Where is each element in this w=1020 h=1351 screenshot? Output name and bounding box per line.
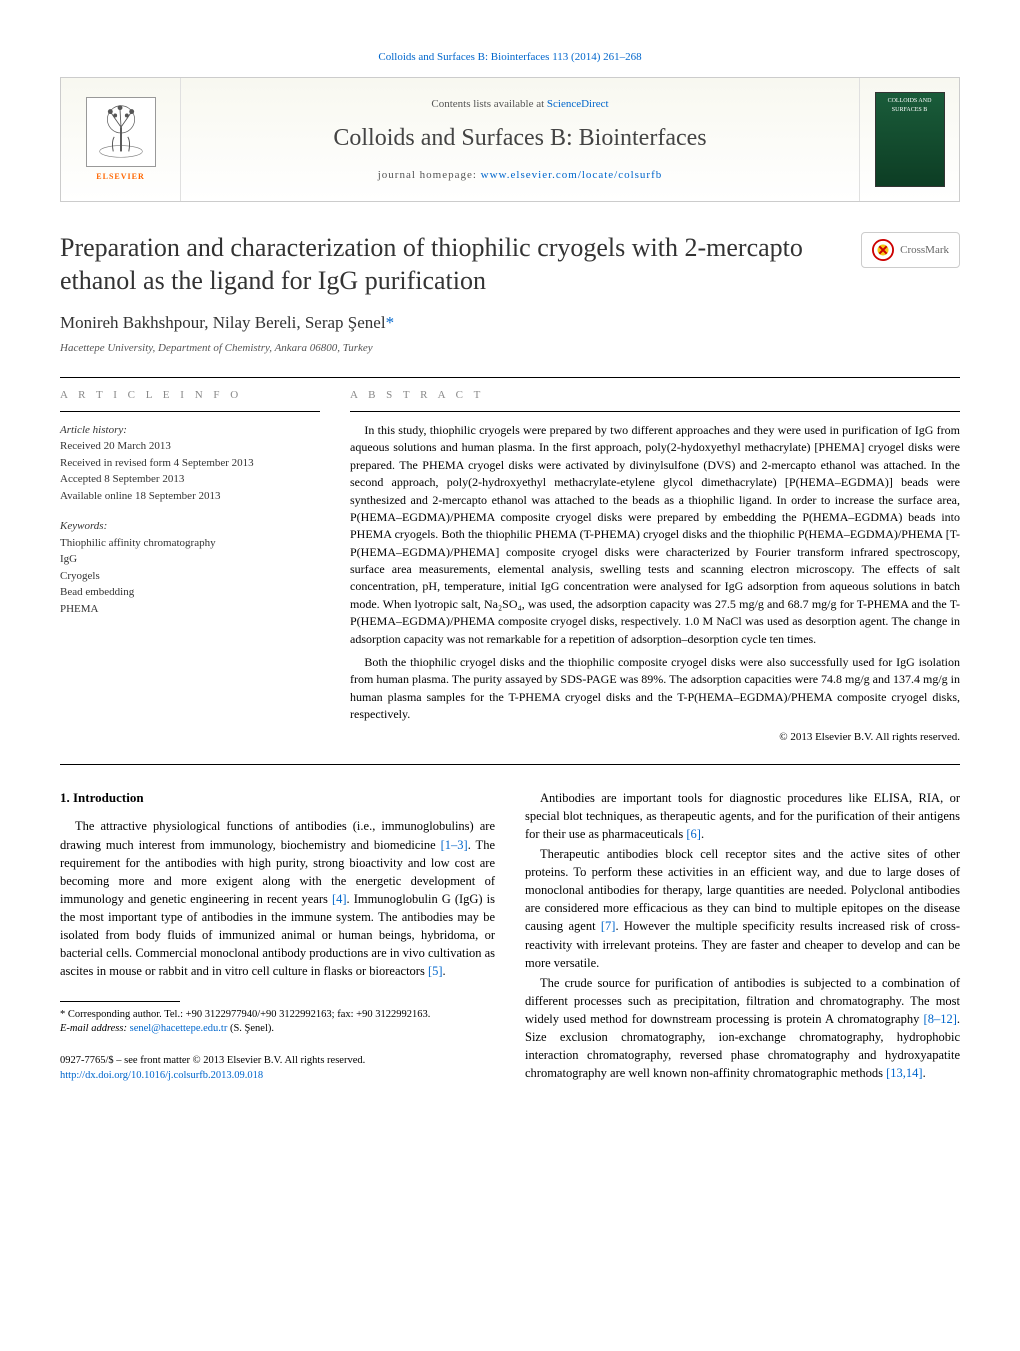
- keyword: Thiophilic affinity chromatography: [60, 535, 320, 552]
- article-title: Preparation and characterization of thio…: [60, 232, 861, 297]
- footnotes: * Corresponding author. Tel.: +90 312297…: [60, 1008, 495, 1037]
- ref-link[interactable]: [1–3]: [441, 838, 468, 852]
- corresponding-author: * Corresponding author. Tel.: +90 312297…: [60, 1008, 495, 1023]
- email-link[interactable]: senel@hacettepe.edu.tr: [130, 1023, 228, 1034]
- article-info-label: A R T I C L E I N F O: [60, 378, 320, 412]
- abstract-text: In this study, thiophilic cryogels were …: [350, 422, 960, 746]
- corr-marker: *: [386, 313, 395, 332]
- intro-p2: Antibodies are important tools for diagn…: [525, 789, 960, 843]
- intro-p1: The attractive physiological functions o…: [60, 817, 495, 980]
- cover-text: COLLOIDS AND SURFACES B: [880, 97, 940, 114]
- abstract-column: A B S T R A C T In this study, thiophili…: [350, 378, 960, 746]
- footnote-separator: [60, 1001, 180, 1002]
- contents-line: Contents lists available at ScienceDirec…: [191, 97, 849, 112]
- masthead-center: Contents lists available at ScienceDirec…: [181, 78, 859, 201]
- issn-line: 0927-7765/$ – see front matter © 2013 El…: [60, 1053, 495, 1068]
- text: .: [923, 1066, 926, 1080]
- keyword: Bead embedding: [60, 584, 320, 601]
- keyword: IgG: [60, 551, 320, 568]
- history-received: Received 20 March 2013: [60, 438, 320, 455]
- ref-link[interactable]: [7]: [601, 919, 616, 933]
- journal-masthead: ELSEVIER Contents lists available at Sci…: [60, 77, 960, 202]
- ref-link[interactable]: [13,14]: [886, 1066, 922, 1080]
- email-line: E-mail address: senel@hacettepe.edu.tr (…: [60, 1022, 495, 1037]
- abstract-copyright: © 2013 Elsevier B.V. All rights reserved…: [350, 730, 960, 746]
- email-suffix: (S. Şenel).: [227, 1023, 274, 1034]
- crossmark-badge[interactable]: CrossMark: [861, 232, 960, 268]
- intro-heading: 1. Introduction: [60, 789, 495, 808]
- citation-header: Colloids and Surfaces B: Biointerfaces 1…: [60, 50, 960, 65]
- email-label: E-mail address:: [60, 1023, 130, 1034]
- abstract-label: A B S T R A C T: [350, 378, 960, 412]
- keyword: PHEMA: [60, 601, 320, 618]
- article-info-column: A R T I C L E I N F O Article history: R…: [60, 378, 320, 746]
- journal-cover-thumb: COLLOIDS AND SURFACES B: [875, 92, 945, 187]
- keywords-block: Keywords: Thiophilic affinity chromatogr…: [60, 518, 320, 617]
- elsevier-tree-icon: [86, 97, 156, 167]
- history-label: Article history:: [60, 422, 320, 439]
- journal-name: Colloids and Surfaces B: Biointerfaces: [191, 122, 849, 156]
- ref-link[interactable]: [8–12]: [924, 1012, 957, 1026]
- body-columns: 1. Introduction The attractive physiolog…: [60, 789, 960, 1085]
- text: .: [701, 827, 704, 841]
- text: Antibodies are important tools for diagn…: [525, 791, 960, 841]
- ref-link[interactable]: [4]: [332, 892, 347, 906]
- history-online: Available online 18 September 2013: [60, 488, 320, 505]
- homepage-line: journal homepage: www.elsevier.com/locat…: [191, 168, 849, 183]
- footer-block: 0927-7765/$ – see front matter © 2013 El…: [60, 1053, 495, 1083]
- publisher-name: ELSEVIER: [86, 171, 156, 182]
- text: The crude source for purification of ant…: [525, 976, 960, 1026]
- keywords-label: Keywords:: [60, 518, 320, 535]
- abstract-p2: Both the thiophilic cryogel disks and th…: [350, 654, 960, 724]
- crossmark-icon: [872, 239, 894, 261]
- affiliation: Hacettepe University, Department of Chem…: [60, 341, 960, 356]
- intro-p4: The crude source for purification of ant…: [525, 974, 960, 1083]
- homepage-link[interactable]: www.elsevier.com/locate/colsurfb: [481, 169, 663, 181]
- text: The attractive physiological functions o…: [60, 819, 495, 851]
- intro-p3: Therapeutic antibodies block cell recept…: [525, 845, 960, 972]
- ref-link[interactable]: [5]: [428, 964, 443, 978]
- text: .: [443, 964, 446, 978]
- doi-link[interactable]: http://dx.doi.org/10.1016/j.colsurfb.201…: [60, 1070, 263, 1081]
- keyword: Cryogels: [60, 568, 320, 585]
- contents-prefix: Contents lists available at: [431, 98, 546, 110]
- abstract-p1: In this study, thiophilic cryogels were …: [350, 422, 960, 648]
- elsevier-logo: ELSEVIER: [86, 97, 156, 182]
- sciencedirect-link[interactable]: ScienceDirect: [547, 98, 609, 110]
- history-revised: Received in revised form 4 September 201…: [60, 455, 320, 472]
- history-accepted: Accepted 8 September 2013: [60, 471, 320, 488]
- article-history: Article history: Received 20 March 2013 …: [60, 422, 320, 505]
- authors-line: Monireh Bakhshpour, Nilay Bereli, Serap …: [60, 311, 960, 335]
- cover-cell: COLLOIDS AND SURFACES B: [859, 78, 959, 201]
- body-col-right: Antibodies are important tools for diagn…: [525, 789, 960, 1085]
- crossmark-label: CrossMark: [900, 243, 949, 258]
- body-col-left: 1. Introduction The attractive physiolog…: [60, 789, 495, 1085]
- publisher-cell: ELSEVIER: [61, 78, 181, 201]
- ref-link[interactable]: [6]: [686, 827, 701, 841]
- homepage-prefix: journal homepage:: [378, 169, 481, 181]
- authors-names: Monireh Bakhshpour, Nilay Bereli, Serap …: [60, 313, 386, 332]
